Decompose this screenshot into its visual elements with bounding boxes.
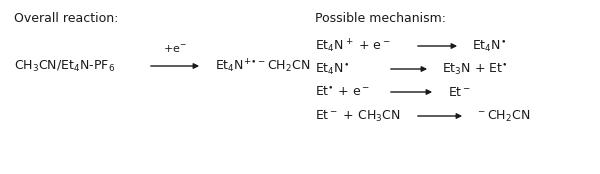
Text: Overall reaction:: Overall reaction: xyxy=(14,12,118,25)
Text: Et$^{\bullet}$ + e$^-$: Et$^{\bullet}$ + e$^-$ xyxy=(315,85,370,98)
Text: Et$_4$N$^{\bullet}$: Et$_4$N$^{\bullet}$ xyxy=(315,61,349,77)
Text: Et$_3$N + Et$^{\bullet}$: Et$_3$N + Et$^{\bullet}$ xyxy=(442,61,508,77)
Text: $^-$CH$_2$CN: $^-$CH$_2$CN xyxy=(476,108,530,124)
Text: Et$^-$ + CH$_3$CN: Et$^-$ + CH$_3$CN xyxy=(315,108,400,124)
Text: +e$^{-}$: +e$^{-}$ xyxy=(163,44,187,55)
Text: Possible mechanism:: Possible mechanism: xyxy=(315,12,446,25)
Text: Et$_4$N$^{+{\bullet}-}$CH$_2$CN: Et$_4$N$^{+{\bullet}-}$CH$_2$CN xyxy=(215,57,310,75)
Text: Et$_4$N$^{\bullet}$: Et$_4$N$^{\bullet}$ xyxy=(472,38,506,54)
Text: Et$_4$N$^+$ + e$^-$: Et$_4$N$^+$ + e$^-$ xyxy=(315,37,391,55)
Text: CH$_3$CN/Et$_4$N-PF$_6$: CH$_3$CN/Et$_4$N-PF$_6$ xyxy=(14,58,115,74)
Text: Et$^-$: Et$^-$ xyxy=(448,85,471,98)
